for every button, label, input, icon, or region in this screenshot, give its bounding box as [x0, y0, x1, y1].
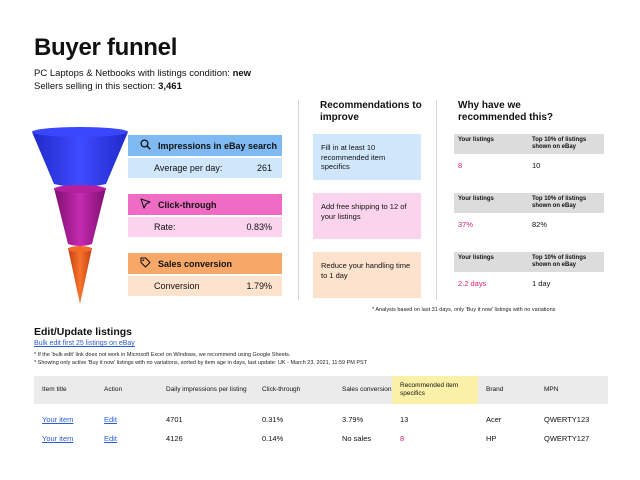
funnel-band-header: Click-through [128, 194, 282, 215]
comparison-row: 8 10 [454, 154, 604, 176]
funnel-metric-label: Average per day: [154, 163, 223, 173]
top-listings-header: Top 10% of listings shown on eBay [532, 255, 587, 268]
funnel-metric-label: Rate: [154, 222, 176, 232]
column-header-item-title: Item title [42, 386, 67, 393]
impressions-cell: 4701 [166, 415, 183, 424]
column-header-conversion: Sales conversion [342, 386, 392, 393]
column-divider [436, 100, 437, 300]
sellers-count: 3,461 [158, 81, 182, 92]
comparison-table: Your listings Top 10% of listings shown … [454, 193, 604, 235]
comparison-table: Your listings Top 10% of listings shown … [454, 252, 604, 294]
column-header-mpn: MPN [544, 386, 559, 393]
funnel-graphic [32, 127, 128, 304]
comparison-row: 2.2 days 1 day [454, 272, 604, 294]
column-header-impressions: Daily impressions per listing [166, 386, 247, 393]
listings-table: Item title Action Daily impressions per … [34, 376, 608, 448]
sellers-prefix: Sellers selling in this section: [34, 81, 159, 92]
impressions-cell: 4126 [166, 434, 183, 443]
magnifier-icon [138, 138, 152, 153]
item-title-link[interactable]: Your item [42, 434, 74, 443]
item-specifics-cell: 8 [400, 434, 405, 443]
recommendation-item: Fill in at least 10 recommended item spe… [313, 134, 421, 180]
top-listings-value: 82% [532, 219, 548, 229]
click-through-cell: 0.31% [262, 415, 284, 424]
comparison-row: 37% 82% [454, 213, 604, 235]
recommendation-item: Reduce your handling time to 1 day [313, 252, 421, 298]
funnel-metric-value: 0.83% [246, 222, 272, 232]
funnel-segment-click [54, 188, 106, 246]
column-divider [298, 100, 299, 300]
column-header-click-through: Click-through [262, 386, 301, 393]
funnel-band-label: Click-through [158, 199, 217, 210]
funnel-band-metric-row: Rate: 0.83% [128, 217, 282, 237]
column-header-action: Action [104, 386, 123, 393]
analysis-note: * Analysis based on last 31 days, only '… [372, 307, 556, 313]
comparison-table: Your listings Top 10% of listings shown … [454, 134, 604, 176]
comparison-header: Your listings Top 10% of listings shown … [454, 134, 604, 154]
funnel-band-header: Impressions in eBay search [128, 135, 282, 156]
top-listings-header: Top 10% of listings shown on eBay [532, 137, 587, 150]
cursor-icon [138, 197, 152, 212]
page-title: Buyer funnel [34, 34, 178, 61]
your-listings-header: Your listings [458, 196, 494, 202]
bulk-edit-link[interactable]: Bulk edit first 25 listings on eBay [34, 340, 135, 347]
table-row: Your item Edit 4126 0.14% No sales 8 HP … [34, 429, 608, 448]
mpn-cell: QWERTY127 [544, 434, 590, 443]
funnel-band-metric-row: Average per day: 261 [128, 158, 282, 178]
tag-icon [138, 256, 152, 271]
your-listings-header: Your listings [458, 255, 494, 261]
funnel-band-header: Sales conversion [128, 253, 282, 274]
edit-link[interactable]: Edit [104, 415, 117, 424]
comparison-header: Your listings Top 10% of listings shown … [454, 252, 604, 272]
conversion-cell: 3.79% [342, 415, 364, 424]
funnel-segment-impressions [32, 128, 128, 187]
top-listings-value: 1 day [532, 278, 551, 288]
comparison-header: Your listings Top 10% of listings shown … [454, 193, 604, 213]
funnel-segment-conversion [68, 248, 92, 304]
funnel-metric-value: 261 [256, 163, 272, 173]
funnel-metric-label: Conversion [154, 281, 200, 291]
item-specifics-cell: 13 [400, 415, 409, 424]
item-title-link[interactable]: Your item [42, 415, 74, 424]
top-listings-header: Top 10% of listings shown on eBay [532, 196, 587, 209]
edit-section-title: Edit/Update listings [34, 326, 133, 338]
table-row: Your item Edit 4701 0.31% 3.79% 13 Acer … [34, 410, 608, 429]
footnote: * If the 'bulk edit' link does not work … [34, 352, 291, 358]
mpn-cell: QWERTY123 [544, 415, 590, 424]
column-header-brand: Brand [486, 386, 504, 393]
subtitle-condition: new [232, 68, 252, 79]
table-header: Item title Action Daily impressions per … [34, 376, 608, 404]
click-through-cell: 0.14% [262, 434, 284, 443]
column-header-item-specifics: Recommended item specifics [392, 376, 478, 404]
recommendation-item: Add free shipping to 12 of your listings [313, 193, 421, 239]
funnel-band-label: Sales conversion [158, 258, 233, 269]
funnel-band-label: Impressions in eBay search [158, 140, 278, 151]
why-header: Why have we recommended this? [458, 100, 554, 123]
sellers-line: Sellers selling in this section: 3,461 [34, 81, 182, 92]
funnel-metric-value: 1.79% [246, 281, 272, 291]
subtitle-prefix: PC Laptops & Netbooks with listings cond… [34, 68, 233, 79]
conversion-cell: No sales [342, 434, 372, 443]
your-listings-header: Your listings [458, 137, 494, 143]
recommendations-header: Recommendations to improve [320, 100, 422, 123]
edit-link[interactable]: Edit [104, 434, 117, 443]
your-listings-value: 37% [458, 219, 474, 229]
subtitle: PC Laptops & Netbooks with listings cond… [34, 68, 251, 79]
brand-cell: HP [486, 434, 497, 443]
your-listings-value: 2.2 days [458, 278, 487, 288]
your-listings-value: 8 [458, 160, 463, 170]
funnel-band-metric-row: Conversion 1.79% [128, 276, 282, 296]
brand-cell: Acer [486, 415, 502, 424]
top-listings-value: 10 [532, 160, 541, 170]
footnote: * Showing only active 'Buy it now' listi… [34, 360, 368, 366]
